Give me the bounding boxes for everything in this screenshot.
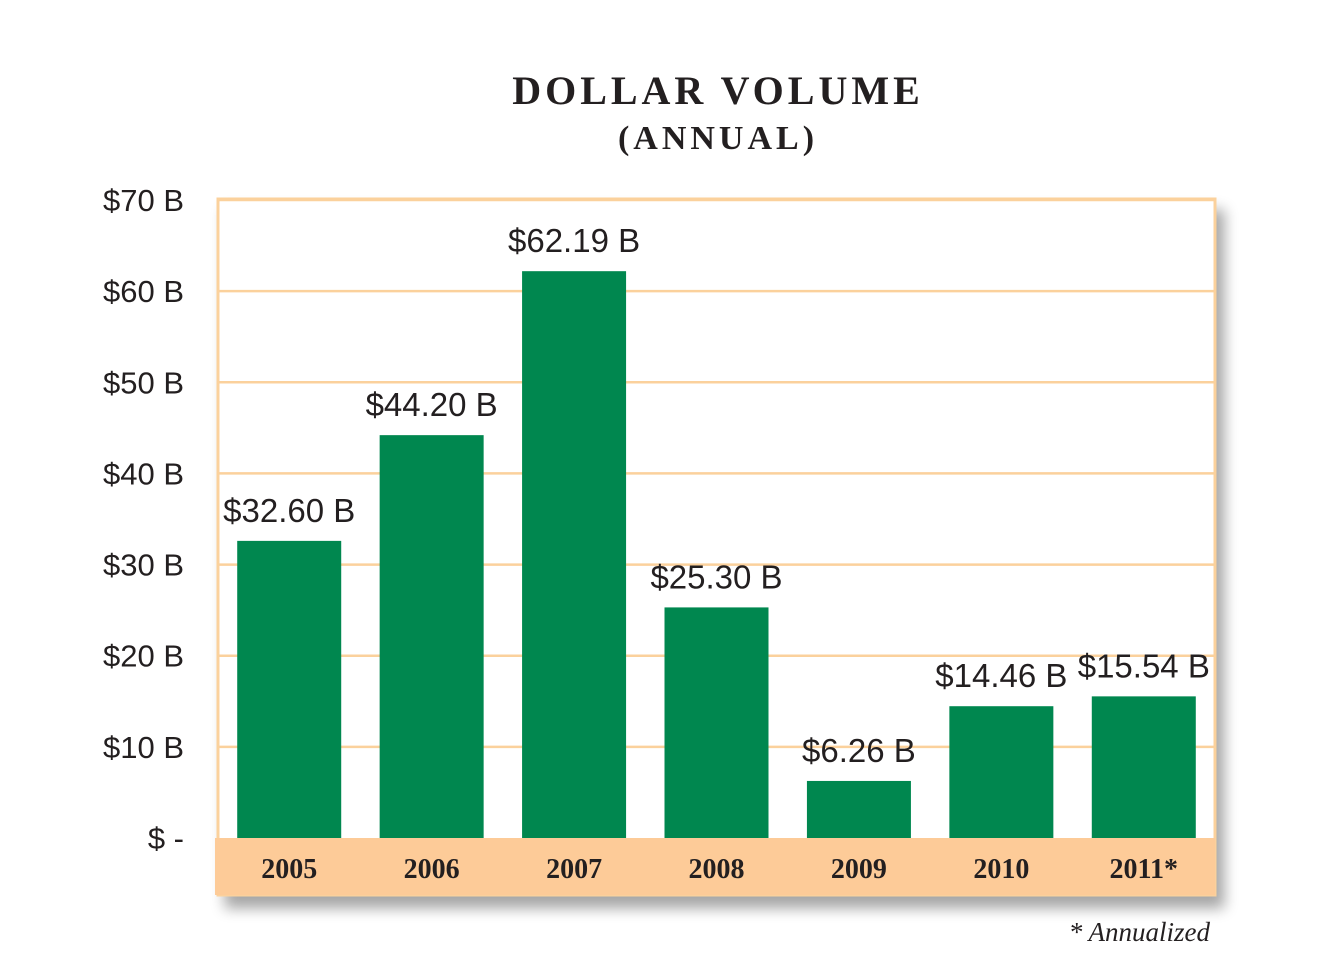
x-tick-label: 2010 xyxy=(973,854,1029,885)
y-tick-label: $60 B xyxy=(103,274,184,309)
x-tick-label: 2011* xyxy=(1110,854,1178,885)
y-tick-label: $30 B xyxy=(103,548,184,583)
x-tick-label: 2006 xyxy=(404,854,460,885)
x-tick-label: 2007 xyxy=(546,854,602,885)
footnote: * Annualized xyxy=(1069,917,1211,947)
data-label: $15.54 B xyxy=(1078,647,1210,684)
chart-subtitle: (ANNUAL) xyxy=(618,120,818,157)
x-tick-label: 2008 xyxy=(689,854,745,885)
data-label: $14.46 B xyxy=(935,657,1067,694)
data-label: $32.60 B xyxy=(223,492,355,529)
bar-2010 xyxy=(949,706,1054,838)
y-axis: $ - $10 B $20 B $30 B $40 B $50 B $60 B $70 B xyxy=(103,183,184,856)
y-tick-label: $40 B xyxy=(103,456,184,491)
bar-2006 xyxy=(379,435,484,838)
x-tick-label: 2009 xyxy=(831,854,887,885)
category-band xyxy=(215,838,1215,895)
bar-2009 xyxy=(806,780,911,838)
bars xyxy=(237,271,1196,838)
bar-2011 xyxy=(1091,696,1196,838)
bar-2007 xyxy=(522,271,627,838)
data-labels: $32.60 B $44.20 B $62.19 B $25.30 B $6.26 B $… xyxy=(223,222,1210,769)
y-tick-label: $20 B xyxy=(103,639,184,674)
data-label: $6.26 B xyxy=(802,732,916,769)
y-tick-label: $50 B xyxy=(103,365,184,400)
y-tick-label: $70 B xyxy=(103,183,184,218)
data-label: $62.19 B xyxy=(508,222,640,259)
bar-2008 xyxy=(664,607,769,838)
data-label: $44.20 B xyxy=(366,386,498,423)
y-tick-label: $10 B xyxy=(103,730,184,765)
bar-2005 xyxy=(237,540,342,838)
x-axis: 2005 2006 2007 2008 2009 2010 2011* xyxy=(261,854,1178,885)
y-tick-label: $ - xyxy=(148,821,184,856)
data-label: $25.30 B xyxy=(650,558,782,595)
x-tick-label: 2005 xyxy=(261,854,317,885)
chart-title: DOLLAR VOLUME xyxy=(512,68,924,113)
